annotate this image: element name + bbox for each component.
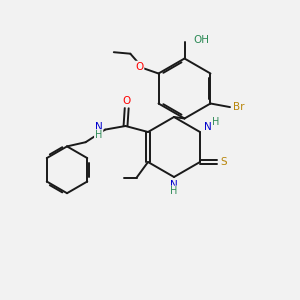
Text: H: H [95, 130, 102, 140]
Text: OH: OH [194, 35, 209, 46]
Text: N: N [94, 122, 102, 132]
Text: H: H [212, 117, 219, 128]
Text: N: N [170, 179, 178, 190]
Text: H: H [170, 186, 178, 197]
Text: N: N [204, 122, 212, 132]
Text: O: O [123, 96, 131, 106]
Text: S: S [221, 157, 227, 167]
Text: O: O [135, 61, 143, 72]
Text: Br: Br [232, 102, 244, 112]
